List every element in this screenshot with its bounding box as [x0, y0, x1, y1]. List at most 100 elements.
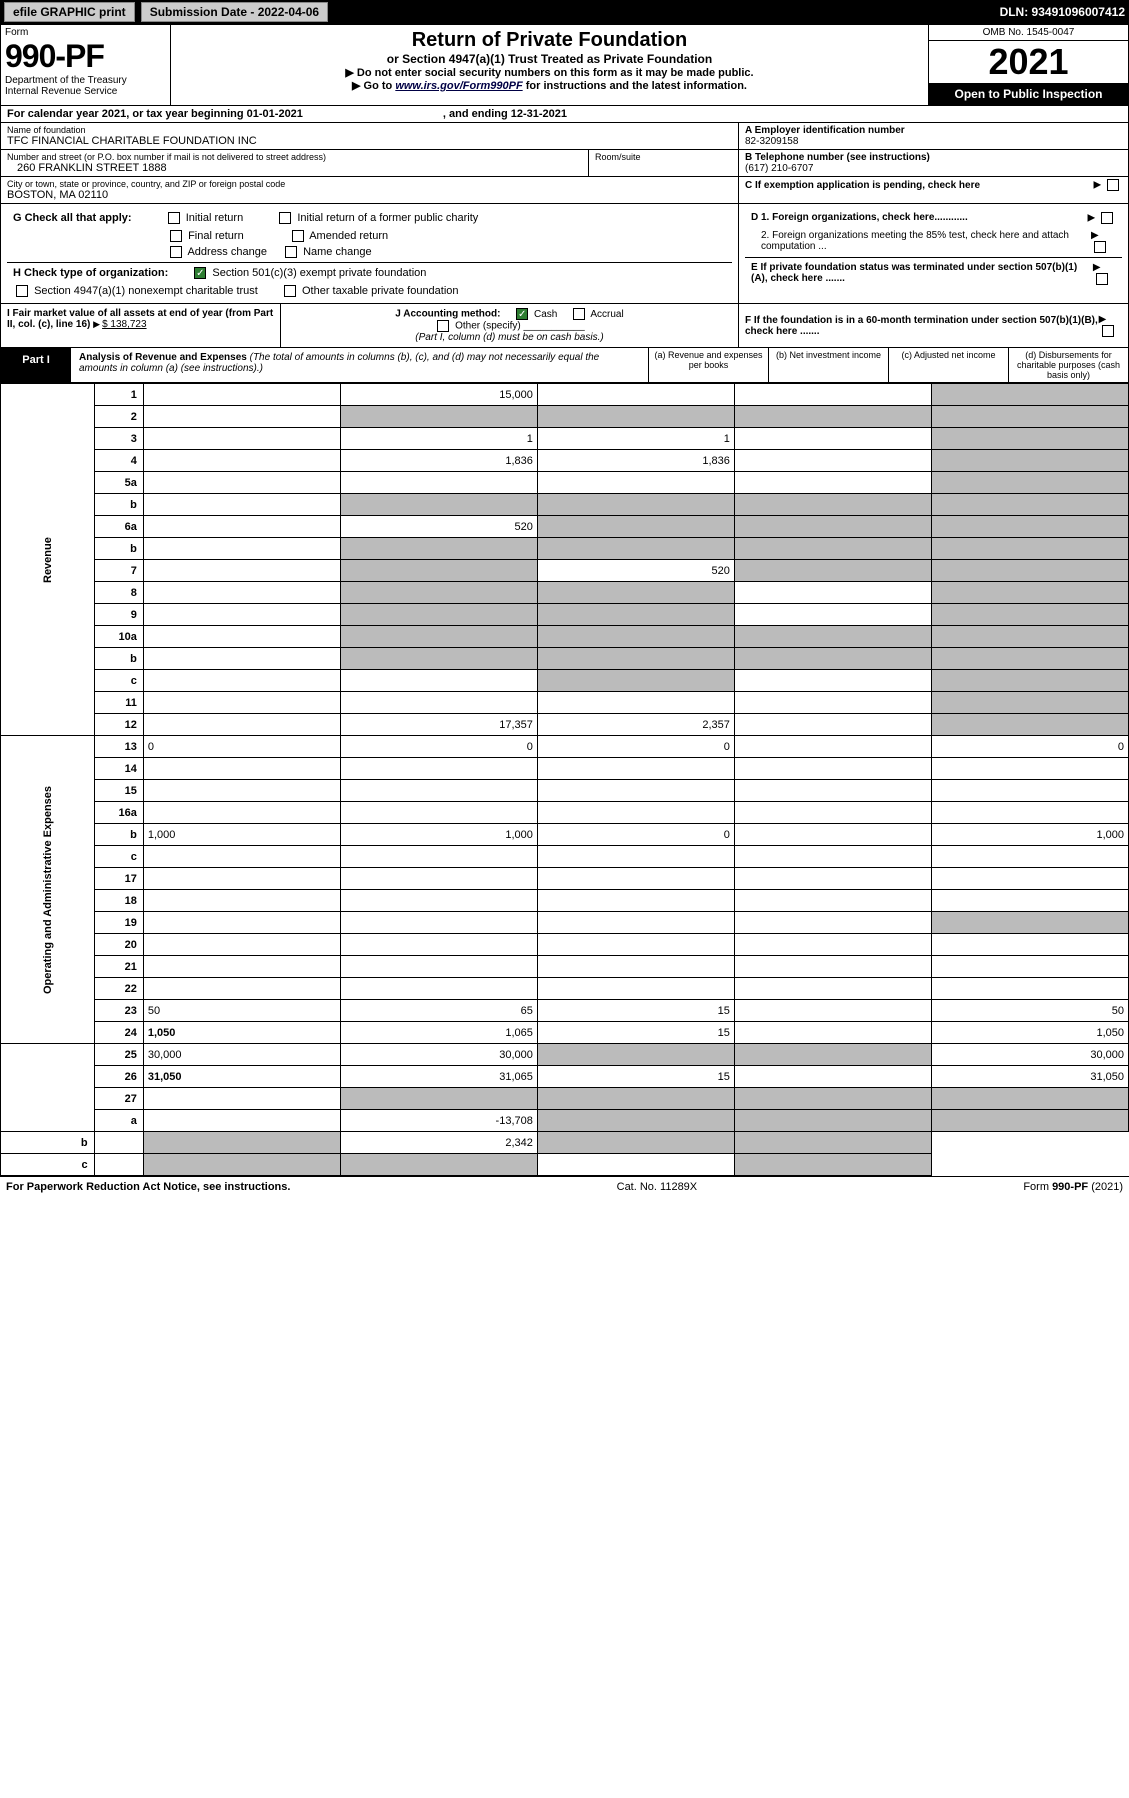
g-amended-checkbox[interactable] — [292, 230, 304, 242]
revenue-section: Revenue — [1, 384, 95, 736]
row-col-a — [340, 758, 537, 780]
f-checkbox[interactable] — [1102, 325, 1114, 337]
name-cell: Name of foundation TFC FINANCIAL CHARITA… — [1, 123, 738, 150]
row-col-c — [734, 582, 931, 604]
row-col-d — [931, 956, 1128, 978]
g-address-checkbox[interactable] — [170, 246, 182, 258]
table-row: 9 — [1, 604, 1129, 626]
col-a-header: (a) Revenue and expenses per books — [648, 348, 768, 382]
row-col-b: 2,357 — [537, 714, 734, 736]
table-row: 2350651550 — [1, 1000, 1129, 1022]
form-title: Return of Private Foundation — [175, 29, 924, 52]
form-left: Form 990-PF Department of the Treasury I… — [1, 25, 171, 105]
tax-year: 2021 — [929, 41, 1128, 83]
fmv-value: $ 138,723 — [102, 319, 147, 330]
efile-button[interactable]: efile GRAPHIC print — [4, 2, 135, 22]
g-final-checkbox[interactable] — [170, 230, 182, 242]
row-col-b — [537, 846, 734, 868]
row-col-d — [931, 758, 1128, 780]
row-desc — [143, 912, 340, 934]
row-col-c — [734, 1110, 931, 1132]
row-num: b — [94, 648, 143, 670]
row-num: 9 — [94, 604, 143, 626]
row-col-d — [931, 1110, 1128, 1132]
row-num: c — [94, 846, 143, 868]
row-col-a — [340, 406, 537, 428]
row-num: 10a — [94, 626, 143, 648]
j-cash-checkbox[interactable] — [516, 308, 528, 320]
h-4947-checkbox[interactable] — [16, 285, 28, 297]
row-col-c — [734, 472, 931, 494]
row-num: 13 — [94, 736, 143, 758]
row-col-d — [931, 472, 1128, 494]
row-col-d — [931, 406, 1128, 428]
row-col-b — [537, 516, 734, 538]
row-col-d — [931, 494, 1128, 516]
table-row: 27 — [1, 1088, 1129, 1110]
row-col-a — [340, 604, 537, 626]
table-row: 22 — [1, 978, 1129, 1000]
c-checkbox[interactable] — [1107, 179, 1119, 191]
form-link[interactable]: www.irs.gov/Form990PF — [395, 80, 522, 92]
table-row: 16a — [1, 802, 1129, 824]
row-col-d: 1,050 — [931, 1022, 1128, 1044]
g-initial-public-checkbox[interactable] — [279, 212, 291, 224]
table-row: b — [1, 538, 1129, 560]
cal-begin: For calendar year 2021, or tax year begi… — [7, 108, 303, 120]
row-col-a — [340, 780, 537, 802]
row-col-d — [931, 560, 1128, 582]
row-col-b — [537, 494, 734, 516]
c-cell: C If exemption application is pending, c… — [739, 177, 1128, 193]
row-col-b — [537, 1088, 734, 1110]
d1-checkbox[interactable] — [1101, 212, 1113, 224]
row-desc: 0 — [143, 736, 340, 758]
d2-checkbox[interactable] — [1094, 241, 1106, 253]
cal-end: , and ending 12-31-2021 — [443, 108, 567, 120]
h-other-checkbox[interactable] — [284, 285, 296, 297]
row-desc — [143, 648, 340, 670]
table-row: 2 — [1, 406, 1129, 428]
h-501c3-checkbox[interactable] — [194, 267, 206, 279]
row-col-c — [734, 736, 931, 758]
row-desc — [143, 1110, 340, 1132]
row-col-d: 31,050 — [931, 1066, 1128, 1088]
g-name-checkbox[interactable] — [285, 246, 297, 258]
row-col-d — [931, 670, 1128, 692]
row-col-a: 1,065 — [340, 1022, 537, 1044]
row-desc — [143, 934, 340, 956]
table-row: Operating and Administrative Expenses130… — [1, 736, 1129, 758]
row-desc — [143, 758, 340, 780]
row-desc: 31,050 — [143, 1066, 340, 1088]
row-desc — [143, 494, 340, 516]
row-col-d — [931, 516, 1128, 538]
g-initial-checkbox[interactable] — [168, 212, 180, 224]
j-accrual-checkbox[interactable] — [573, 308, 585, 320]
e-checkbox[interactable] — [1096, 273, 1108, 285]
j-other-checkbox[interactable] — [437, 320, 449, 332]
table-row: 14 — [1, 758, 1129, 780]
row-col-d — [931, 1088, 1128, 1110]
row-col-c — [734, 956, 931, 978]
row-num: c — [94, 670, 143, 692]
header-bar: efile GRAPHIC print Submission Date - 20… — [0, 0, 1129, 24]
row-col-c — [734, 802, 931, 824]
row-desc — [143, 406, 340, 428]
form-label: Form — [5, 27, 166, 38]
row-col-a: 520 — [340, 516, 537, 538]
row-col-d — [931, 978, 1128, 1000]
row-desc — [143, 890, 340, 912]
row-col-a — [340, 868, 537, 890]
row-col-a — [340, 582, 537, 604]
page-footer: For Paperwork Reduction Act Notice, see … — [0, 1176, 1129, 1197]
row-col-b — [537, 406, 734, 428]
row-col-d — [931, 802, 1128, 824]
row-col-b — [537, 802, 734, 824]
row-num: 6a — [94, 516, 143, 538]
row-col-d — [931, 384, 1128, 406]
row-desc — [143, 604, 340, 626]
row-num: 15 — [94, 780, 143, 802]
row-col-c — [734, 604, 931, 626]
row-col-d — [734, 1154, 931, 1176]
row-col-d — [931, 428, 1128, 450]
table-row: 15 — [1, 780, 1129, 802]
